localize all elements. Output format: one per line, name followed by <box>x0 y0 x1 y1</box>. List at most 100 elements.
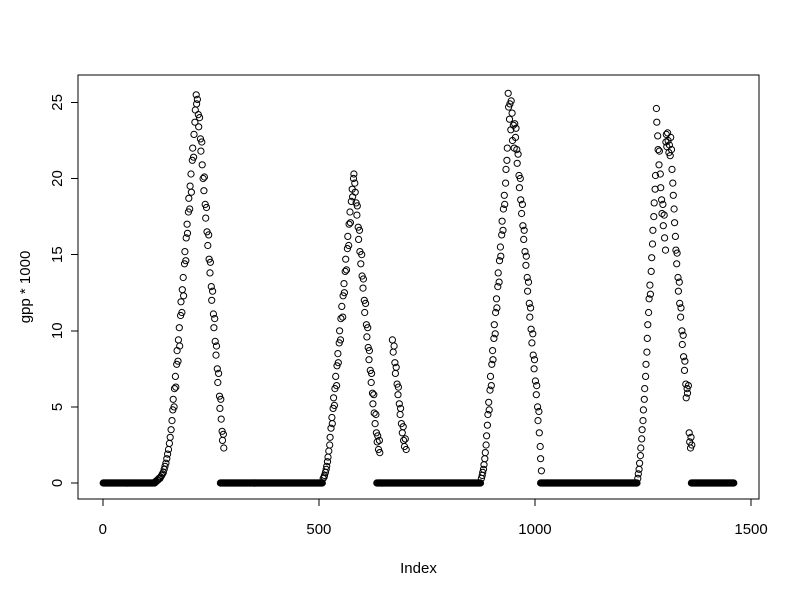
data-point <box>648 240 657 248</box>
data-point <box>524 287 532 295</box>
data-point <box>657 184 665 192</box>
data-point <box>682 394 690 402</box>
data-point <box>389 348 397 356</box>
data-point <box>202 214 210 222</box>
data-point <box>688 441 696 449</box>
data-point <box>534 417 542 425</box>
data-point <box>175 324 183 332</box>
data-point <box>190 130 198 138</box>
data-point <box>323 458 332 466</box>
data-point <box>344 232 352 240</box>
data-point <box>658 196 666 204</box>
data-point <box>179 273 187 282</box>
data-point <box>654 146 662 154</box>
data-point <box>323 462 331 470</box>
data-point <box>534 403 542 411</box>
data-point <box>351 179 359 187</box>
data-point <box>164 445 173 454</box>
data-point <box>487 382 495 390</box>
data-point <box>358 251 366 259</box>
data-point <box>659 222 667 230</box>
data-point <box>497 252 505 260</box>
data-point <box>212 342 221 350</box>
data-point <box>492 295 501 303</box>
data-point <box>214 378 222 387</box>
data-point <box>198 161 206 169</box>
data-point <box>670 205 678 213</box>
data-point <box>340 289 348 297</box>
data-point <box>529 330 537 338</box>
data-point <box>516 174 524 183</box>
data-point <box>680 366 689 374</box>
data-point <box>158 470 166 478</box>
data-point <box>167 426 175 434</box>
data-point <box>675 278 683 286</box>
data-point <box>649 226 657 234</box>
data-point <box>677 304 685 312</box>
data-point <box>336 336 345 344</box>
data-point <box>328 413 336 422</box>
data-point <box>187 170 195 178</box>
data-point <box>642 372 650 380</box>
data-point <box>369 400 377 408</box>
data-point <box>483 421 491 429</box>
data-point <box>533 382 541 390</box>
data-point <box>390 342 398 350</box>
data-point <box>489 347 497 355</box>
data-point <box>165 439 173 447</box>
data-point <box>376 449 384 457</box>
data-point <box>645 308 653 317</box>
y-tick-label: 25 <box>49 94 66 111</box>
data-point <box>503 156 511 164</box>
data-point <box>505 115 514 123</box>
data-point <box>342 255 350 263</box>
data-point <box>648 254 656 262</box>
data-point <box>164 450 172 458</box>
data-point <box>396 410 404 419</box>
data-point <box>519 222 527 230</box>
data-point <box>486 386 494 394</box>
y-tick-label: 10 <box>49 322 66 339</box>
data-point <box>345 241 353 250</box>
data-point <box>347 197 355 205</box>
data-point <box>392 363 400 371</box>
y-tick-label: 15 <box>49 246 66 263</box>
data-point <box>535 429 543 437</box>
data-point <box>182 234 190 242</box>
data-point <box>674 273 682 282</box>
data-point <box>687 433 695 441</box>
data-point <box>673 249 681 257</box>
data-point <box>494 269 502 277</box>
data-point <box>671 232 680 240</box>
data-point <box>391 359 399 367</box>
data-point <box>398 429 406 437</box>
data-point <box>345 220 353 228</box>
data-point <box>322 465 330 473</box>
data-point <box>499 205 507 213</box>
data-point <box>336 327 344 335</box>
data-point <box>664 129 672 137</box>
data-point <box>532 391 540 399</box>
data-point <box>495 257 504 265</box>
data-point <box>514 150 522 158</box>
data-point <box>669 191 677 199</box>
data-point <box>667 133 675 141</box>
x-tick-label: 500 <box>306 521 331 538</box>
data-point <box>325 447 333 455</box>
data-point <box>527 325 535 333</box>
data-point <box>330 401 338 409</box>
data-point <box>658 209 666 218</box>
data-point <box>636 459 644 467</box>
y-axis-ticks <box>71 101 78 484</box>
data-point <box>170 403 178 411</box>
data-point <box>200 187 208 195</box>
data-point <box>402 445 410 454</box>
data-point <box>480 461 488 469</box>
data-point <box>680 353 688 361</box>
data-point <box>641 385 649 393</box>
data-point <box>161 462 169 470</box>
data-point <box>677 313 685 321</box>
data-point <box>679 331 687 339</box>
data-point <box>400 436 408 444</box>
data-point <box>341 267 349 275</box>
